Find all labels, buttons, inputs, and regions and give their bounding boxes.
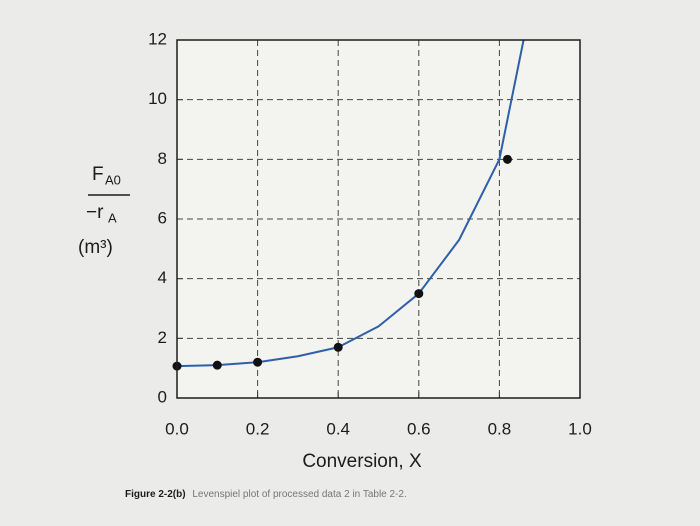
- x-tick-label: 0.6: [407, 419, 431, 438]
- y-label-numerator: F: [92, 164, 104, 185]
- y-tick-label: 10: [148, 89, 167, 108]
- x-tick-label: 1.0: [568, 419, 592, 438]
- x-tick-label: 0.0: [165, 419, 189, 438]
- curve: [176, 39, 525, 368]
- y-axis-label: F A0 −r A (m³): [78, 164, 130, 258]
- y-tick-label: 2: [158, 328, 167, 347]
- caption: Figure 2-2(b) Levenspiel plot of process…: [125, 489, 407, 500]
- x-axis-label: Conversion, X: [302, 451, 422, 472]
- caption-label: Figure 2-2(b): [125, 489, 186, 500]
- y-label-denominator-sub: A: [108, 210, 117, 225]
- y-tick-label: 8: [158, 149, 167, 168]
- y-label-unit: (m³): [78, 237, 113, 258]
- data-point: [333, 342, 343, 352]
- x-tick-label: 0.2: [246, 419, 270, 438]
- data-point: [414, 289, 424, 299]
- data-point: [253, 357, 263, 367]
- y-tick-label: 6: [158, 208, 167, 227]
- plot-frame: [176, 39, 581, 399]
- x-tick-label: 0.8: [488, 419, 512, 438]
- y-tick-label: 12: [148, 29, 167, 48]
- data-point: [502, 154, 512, 164]
- caption-text: Levenspiel plot of processed data 2 in T…: [192, 489, 406, 500]
- x-tick-label: 0.4: [326, 419, 350, 438]
- y-tick-label: 0: [158, 387, 167, 406]
- y-label-denominator: −r: [86, 202, 104, 223]
- y-label-numerator-sub: A0: [105, 172, 121, 187]
- y-tick-label: 4: [158, 268, 167, 287]
- plot-layer: 0 2 4 6 8 10 12 0.0 0.2 0.4 0.6 0.8 1.0: [148, 29, 592, 438]
- data-point: [212, 360, 222, 370]
